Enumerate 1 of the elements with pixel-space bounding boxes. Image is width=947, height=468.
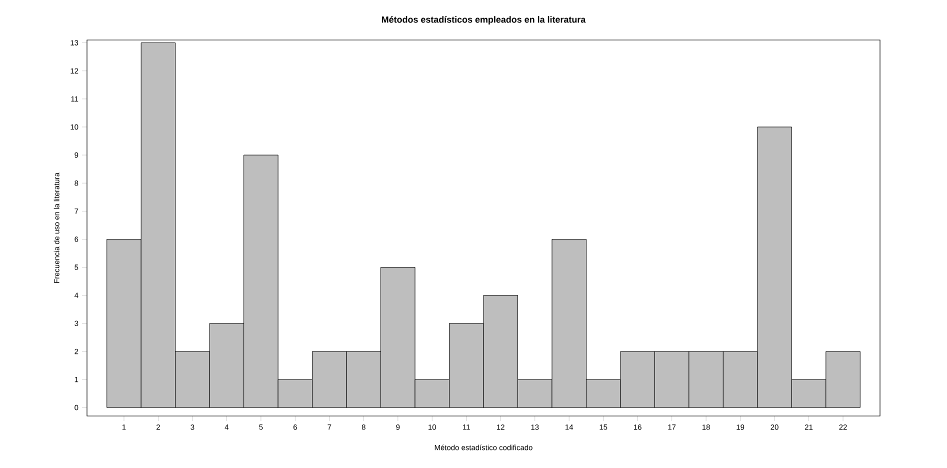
chart-title: Métodos estadísticos empleados en la literatura [382, 16, 586, 24]
